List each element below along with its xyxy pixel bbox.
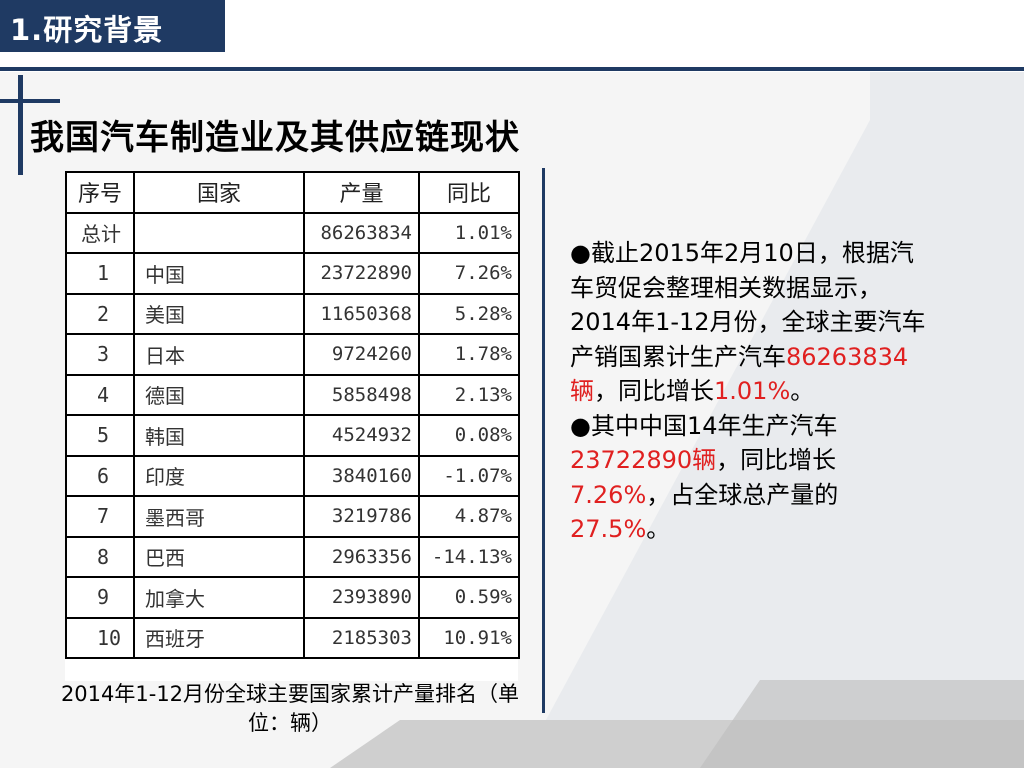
cell-index: 3: [65, 333, 135, 376]
header-yoy: 同比: [418, 171, 520, 214]
highlight-china-growth: 7.26%: [570, 480, 647, 509]
cell-production: 2393890: [303, 576, 420, 619]
cell-index: 10: [65, 616, 135, 659]
production-table-container: 序号 国家 产量 同比 总计 86263834 1.01% 1 中国 23722890 7.…: [65, 171, 520, 681]
table-row: 5 韩国 4524932 0.08%: [65, 414, 520, 457]
cell-production: 4524932: [303, 414, 420, 457]
cell-yoy: -14.13%: [418, 535, 520, 578]
cell-country: 西班牙: [133, 616, 305, 659]
cell-index: 9: [65, 576, 135, 619]
cell-yoy: 5.28%: [418, 292, 520, 335]
table-row: 10 西班牙 2185303 10.91%: [65, 616, 520, 659]
cell-yoy: 10.91%: [418, 616, 520, 659]
cell-yoy: -1.07%: [418, 454, 520, 497]
highlight-china-production: 23722890辆: [570, 446, 717, 474]
cell-production: 3219786: [303, 495, 420, 538]
cell-index: 5: [65, 414, 135, 457]
cell-country: 日本: [133, 333, 305, 376]
table-row: 总计 86263834 1.01%: [65, 211, 520, 254]
cell-production: 2185303: [303, 616, 420, 659]
cell-country: 德国: [133, 373, 305, 416]
highlight-china-share: 27.5%: [570, 515, 647, 543]
cell-index: 1: [65, 252, 135, 295]
note-paragraph-2: ●其中中国14年生产汽车23722890辆，同比增长7.26%，占全球总产量的2…: [570, 411, 839, 544]
cell-production: 86263834: [303, 211, 420, 254]
note-paragraph-1: ●截止2015年2月10日，根据汽车贸促会整理相关数据显示，2014年1-12月…: [570, 239, 926, 406]
cell-yoy: 0.59%: [418, 576, 520, 619]
cell-country: 美国: [133, 292, 305, 335]
cell-country: 巴西: [133, 535, 305, 578]
table-caption: 2014年1-12月份全球主要国家累计产量排名（单位：辆）: [60, 682, 520, 735]
cell-yoy: 4.87%: [418, 495, 520, 538]
vertical-divider: [542, 168, 545, 713]
cross-decoration-horizontal: [0, 99, 60, 103]
cell-production: 5858498: [303, 373, 420, 416]
cell-production: 2963356: [303, 535, 420, 578]
highlight-total-production: 86263834辆: [570, 342, 909, 406]
notes-text: ●截止2015年2月10日，根据汽车贸促会整理相关数据显示，2014年1-12月…: [570, 236, 930, 547]
cell-production: 23722890: [303, 252, 420, 295]
cell-country: 加拿大: [133, 576, 305, 619]
cell-index: 7: [65, 495, 135, 538]
cell-country: 中国: [133, 252, 305, 295]
cell-index: 8: [65, 535, 135, 578]
cell-index: 4: [65, 373, 135, 416]
table-row: 2 美国 11650368 5.28%: [65, 292, 520, 335]
cell-country: 韩国: [133, 414, 305, 457]
cell-yoy: 1.01%: [418, 211, 520, 254]
cell-country: 印度: [133, 454, 305, 497]
cell-production: 3840160: [303, 454, 420, 497]
table-row: 6 印度 3840160 -1.07%: [65, 454, 520, 497]
table-body: 总计 86263834 1.01% 1 中国 23722890 7.26% 2 美国 116503…: [65, 211, 520, 659]
production-ranking-table: 序号 国家 产量 同比 总计 86263834 1.01% 1 中国 23722890 7.…: [65, 171, 520, 659]
table-header-row: 序号 国家 产量 同比: [65, 171, 520, 214]
table-row: 1 中国 23722890 7.26%: [65, 252, 520, 295]
cross-decoration-vertical: [18, 75, 23, 175]
header-country: 国家: [133, 171, 305, 214]
table-row: 4 德国 5858498 2.13%: [65, 373, 520, 416]
cell-index: 6: [65, 454, 135, 497]
cell-index: 2: [65, 292, 135, 335]
slide-title: 我国汽车制造业及其供应链现状: [30, 118, 520, 158]
cell-yoy: 1.78%: [418, 333, 520, 376]
cell-country: 墨西哥: [133, 495, 305, 538]
header-index: 序号: [65, 171, 135, 214]
cell-production: 9724260: [303, 333, 420, 376]
cell-yoy: 2.13%: [418, 373, 520, 416]
cell-yoy: 0.08%: [418, 414, 520, 457]
cell-index: 总计: [65, 211, 135, 254]
table-row: 3 日本 9724260 1.78%: [65, 333, 520, 376]
top-rule: [0, 67, 1024, 71]
cell-yoy: 7.26%: [418, 252, 520, 295]
section-tab: 1.研究背景: [0, 0, 225, 52]
table-row: 9 加拿大 2393890 0.59%: [65, 576, 520, 619]
header-production: 产量: [303, 171, 420, 214]
highlight-total-growth: 1.01%: [714, 377, 791, 405]
table-row: 7 墨西哥 3219786 4.87%: [65, 495, 520, 538]
cell-country: [133, 211, 305, 254]
section-tab-label: 1.研究背景: [10, 13, 164, 47]
cell-production: 11650368: [303, 292, 420, 335]
table-row: 8 巴西 2963356 -14.13%: [65, 535, 520, 578]
